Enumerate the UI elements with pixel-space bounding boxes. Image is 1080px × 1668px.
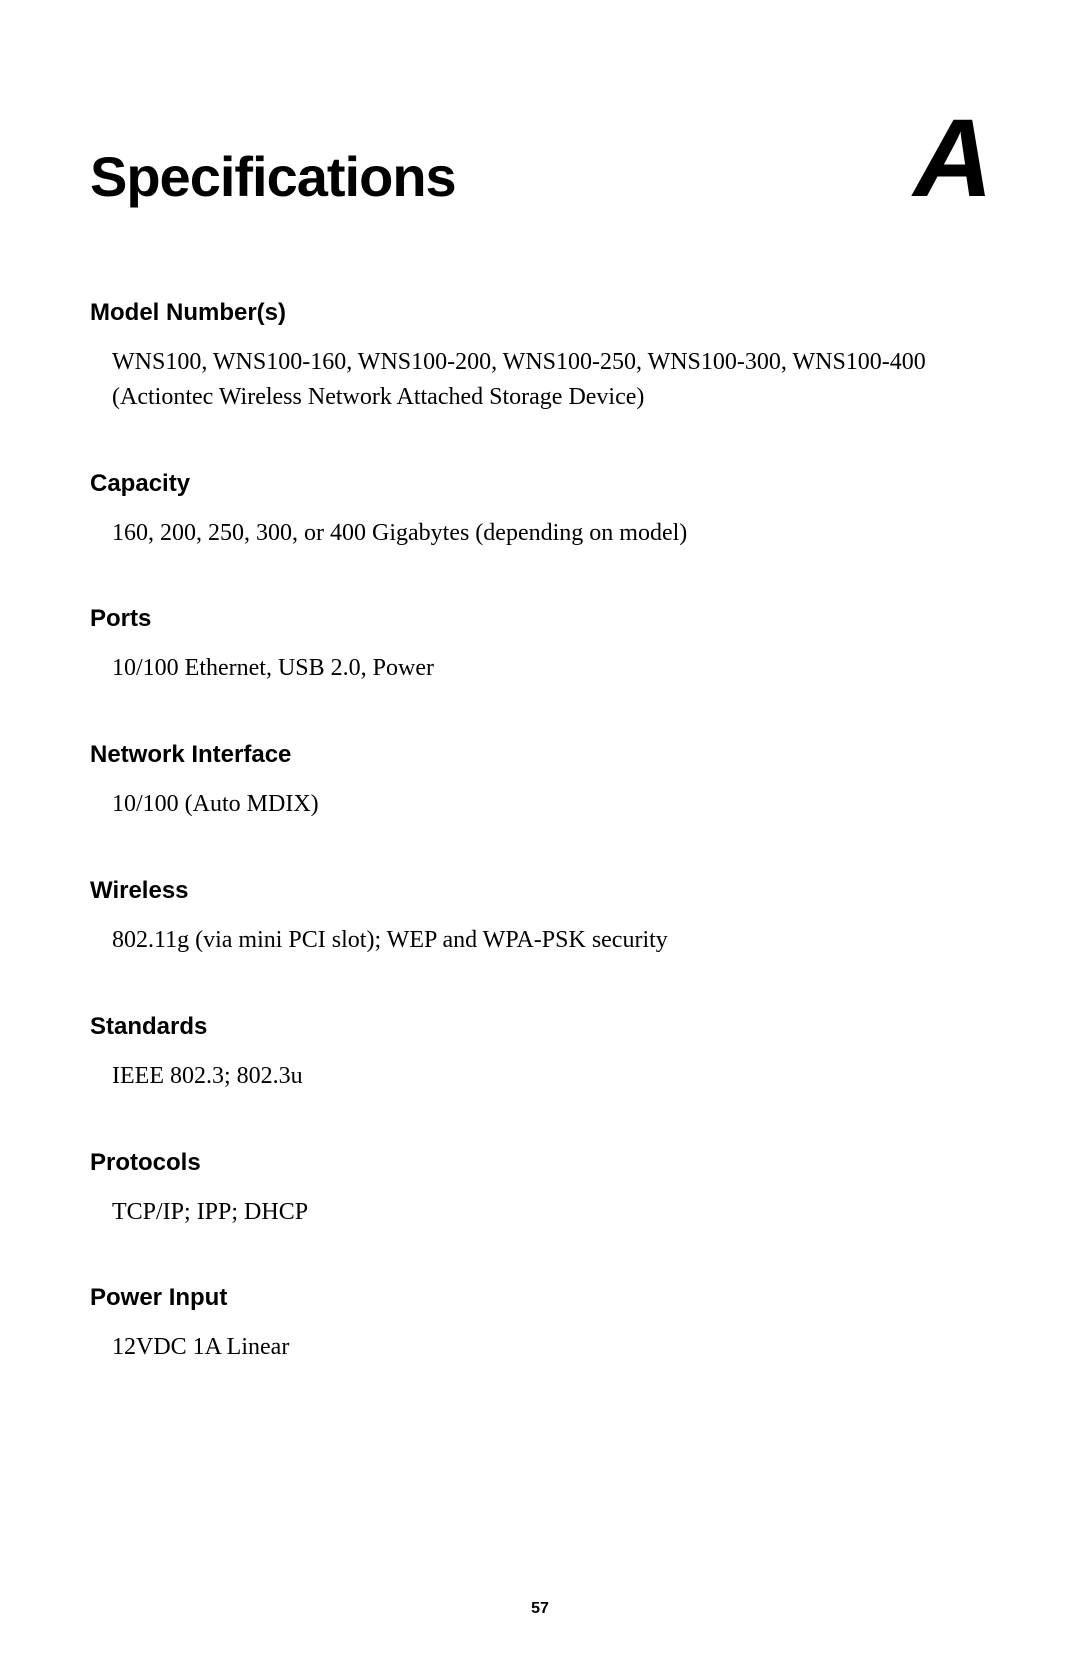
section-standards: Standards IEEE 802.3; 802.3u bbox=[90, 1013, 990, 1094]
section-body: WNS100, WNS100-160, WNS100-200, WNS100-2… bbox=[90, 345, 990, 415]
section-protocols: Protocols TCP/IP; IPP; DHCP bbox=[90, 1149, 990, 1230]
section-power-input: Power Input 12VDC 1A Linear bbox=[90, 1284, 990, 1365]
section-body: 12VDC 1A Linear bbox=[90, 1330, 990, 1365]
section-body: IEEE 802.3; 802.3u bbox=[90, 1059, 990, 1094]
section-model-numbers: Model Number(s) WNS100, WNS100-160, WNS1… bbox=[90, 299, 990, 415]
section-heading: Power Input bbox=[90, 1284, 990, 1312]
section-wireless: Wireless 802.11g (via mini PCI slot); WE… bbox=[90, 877, 990, 958]
section-network-interface: Network Interface 10/100 (Auto MDIX) bbox=[90, 741, 990, 822]
section-heading: Model Number(s) bbox=[90, 299, 990, 327]
section-heading: Capacity bbox=[90, 470, 990, 498]
section-capacity: Capacity 160, 200, 250, 300, or 400 Giga… bbox=[90, 470, 990, 551]
page-number: 57 bbox=[0, 1600, 1080, 1618]
appendix-letter: A bbox=[914, 115, 990, 203]
section-body: 10/100 (Auto MDIX) bbox=[90, 787, 990, 822]
section-heading: Ports bbox=[90, 605, 990, 633]
page-title: Specifications bbox=[90, 144, 456, 209]
section-body: 802.11g (via mini PCI slot); WEP and WPA… bbox=[90, 923, 990, 958]
section-heading: Standards bbox=[90, 1013, 990, 1041]
section-body: 10/100 Ethernet, USB 2.0, Power bbox=[90, 651, 990, 686]
section-heading: Protocols bbox=[90, 1149, 990, 1177]
section-ports: Ports 10/100 Ethernet, USB 2.0, Power bbox=[90, 605, 990, 686]
section-body: TCP/IP; IPP; DHCP bbox=[90, 1195, 990, 1230]
section-heading: Wireless bbox=[90, 877, 990, 905]
header-row: Specifications A bbox=[90, 115, 990, 209]
section-heading: Network Interface bbox=[90, 741, 990, 769]
section-body: 160, 200, 250, 300, or 400 Gigabytes (de… bbox=[90, 516, 990, 551]
